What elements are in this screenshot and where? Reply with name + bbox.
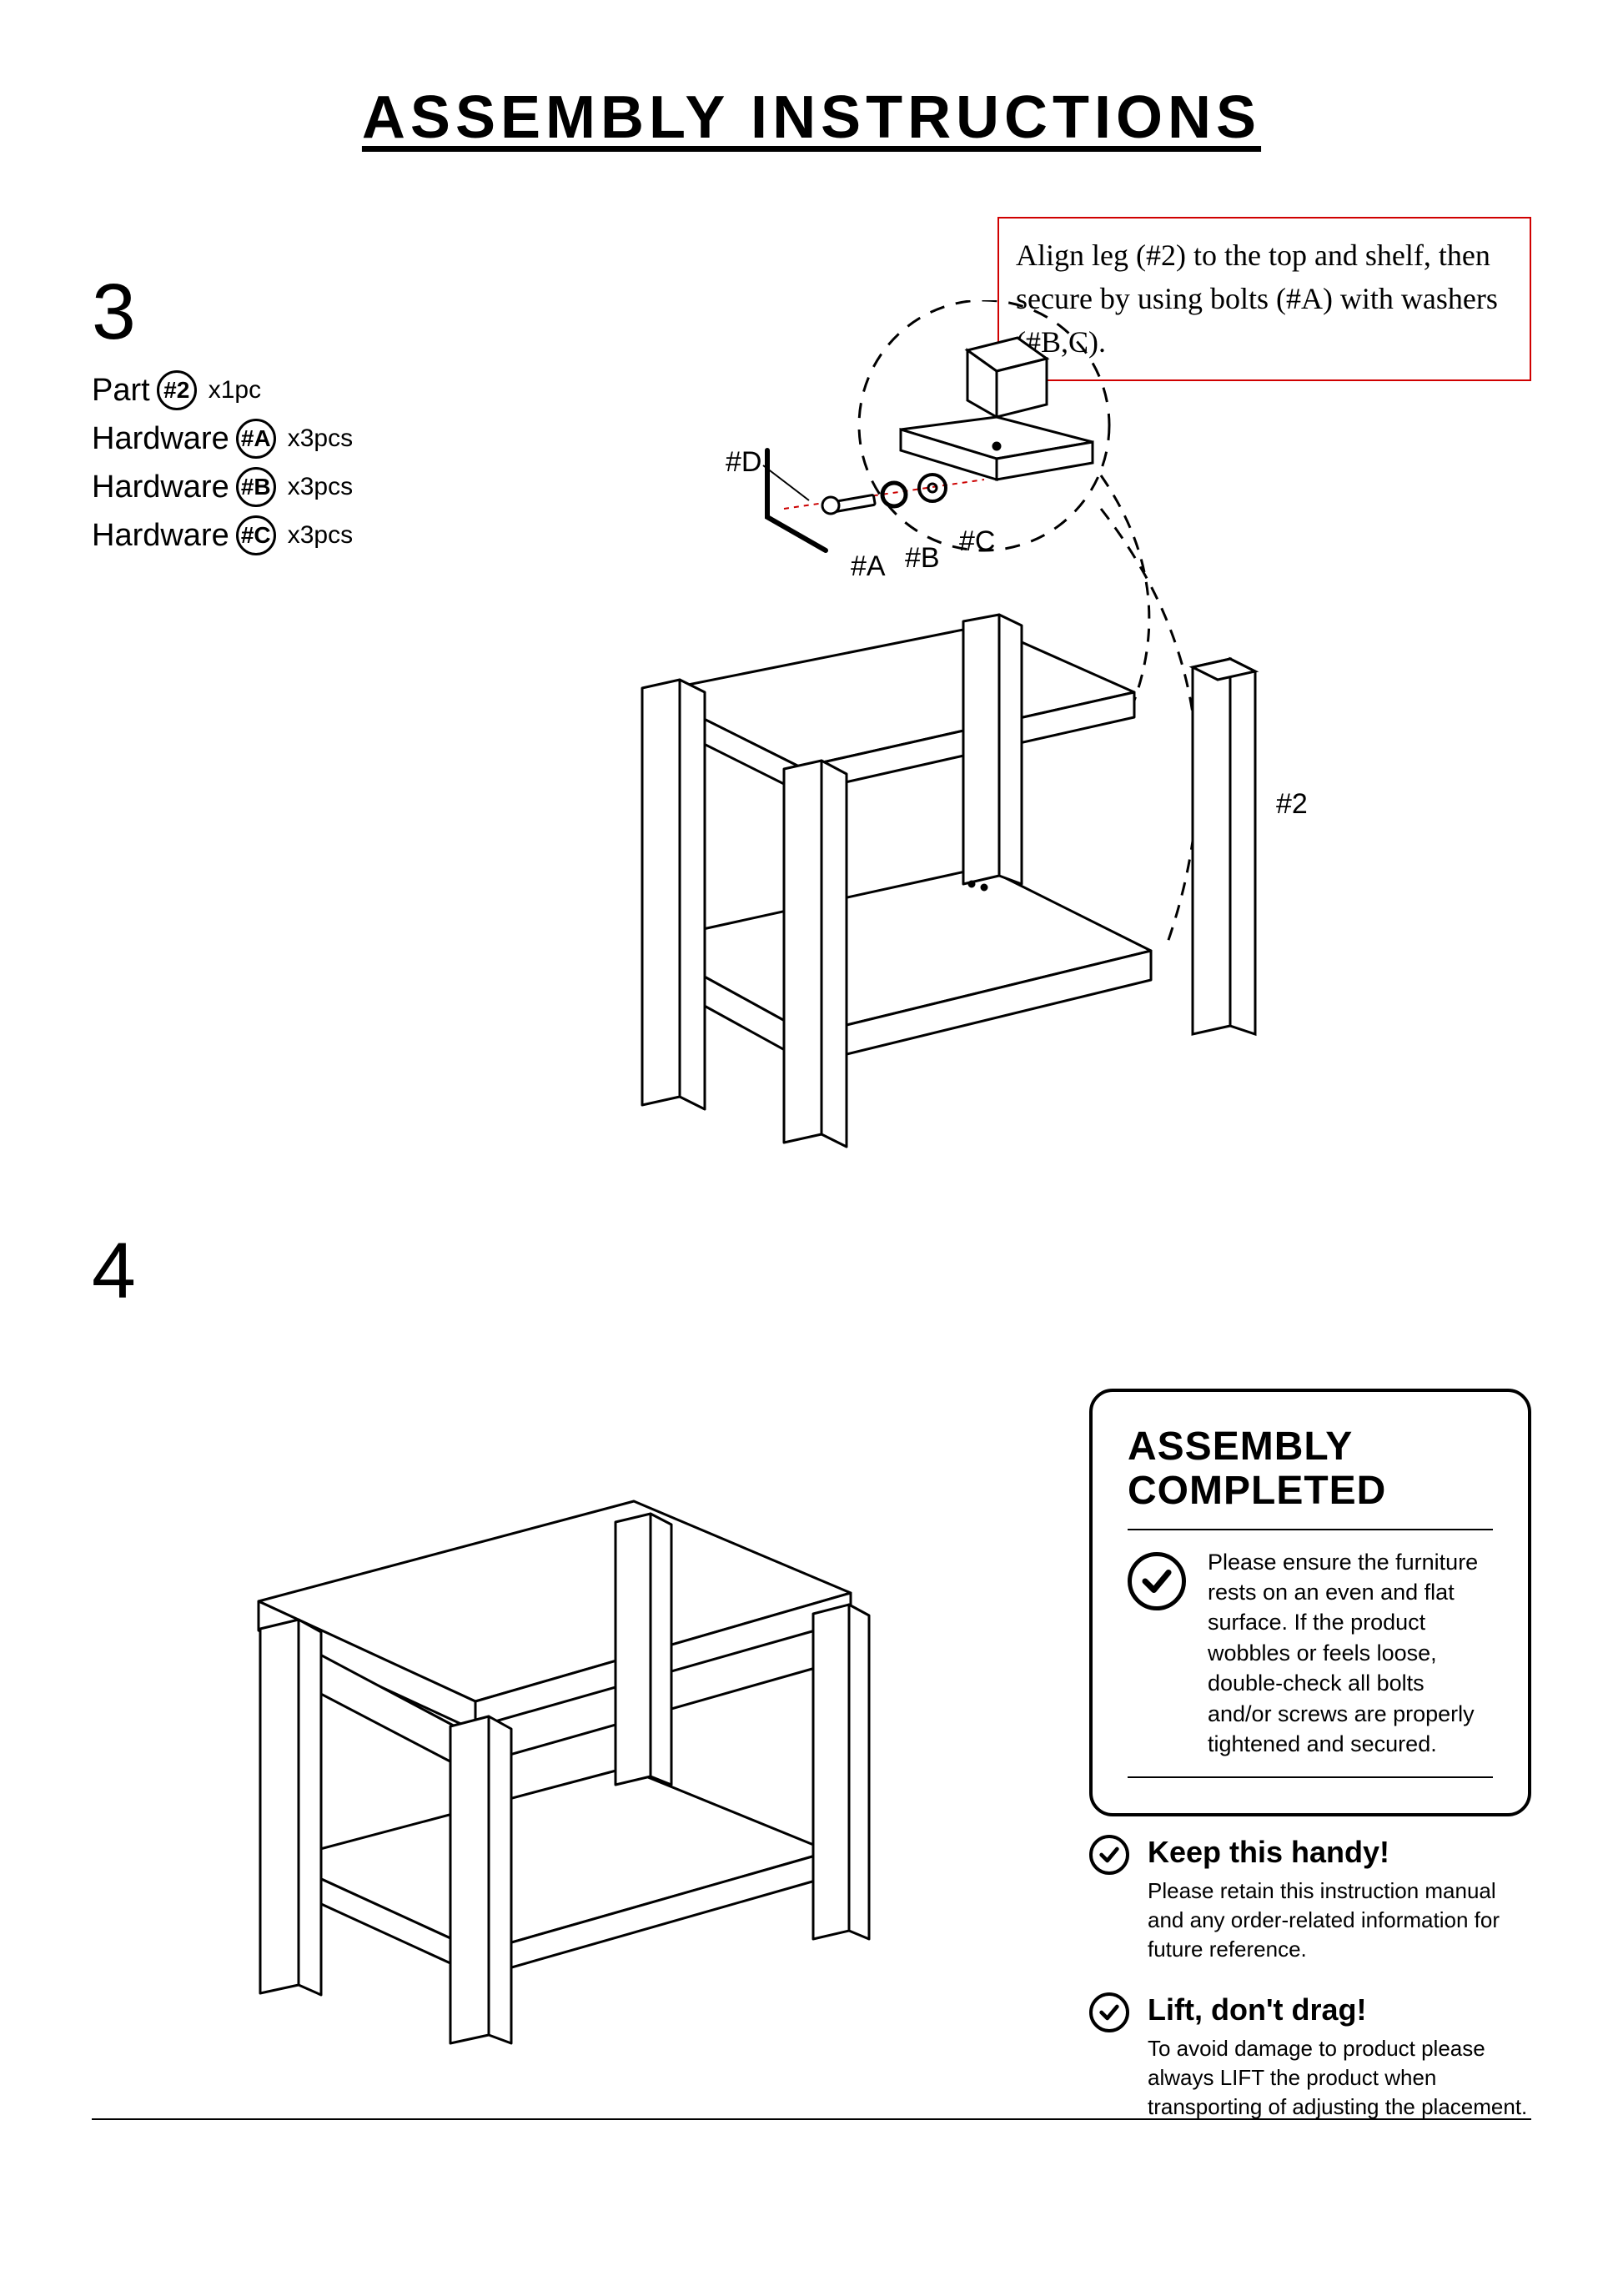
part-code-circle: #2: [157, 370, 197, 410]
tip-item: Lift, don't drag! To avoid damage to pro…: [1089, 1992, 1531, 2122]
part-qty: x3pcs: [288, 466, 353, 508]
bottom-rule: [92, 2118, 1531, 2120]
hw-label-b: #B: [905, 542, 940, 575]
tip-item: Keep this handy! Please retain this inst…: [1089, 1835, 1531, 1964]
assembly-completed-box: ASSEMBLY COMPLETED Please ensure the fur…: [1089, 1389, 1531, 1816]
hw-label-leg: #2: [1276, 788, 1308, 821]
part-row: Hardware #A x3pcs: [92, 414, 353, 463]
parts-list: Part #2 x1pc Hardware #A x3pcs Hardware …: [92, 366, 353, 560]
part-label: Hardware: [92, 461, 229, 514]
leader-line: [726, 450, 826, 517]
part-label: Hardware: [92, 510, 229, 562]
check-icon: [1128, 1552, 1186, 1610]
step-number-4: 4: [92, 1226, 136, 1317]
tip-text: Please retain this instruction manual an…: [1148, 1876, 1531, 1964]
tip-title: Lift, don't drag!: [1148, 1992, 1531, 2027]
part-code-circle: #C: [236, 515, 276, 555]
completed-text: Please ensure the furniture rests on an …: [1208, 1547, 1493, 1760]
part-code-circle: #B: [236, 467, 276, 507]
part-row: Part #2 x1pc: [92, 366, 353, 414]
part-row: Hardware #C x3pcs: [92, 511, 353, 560]
part-code-circle: #A: [236, 419, 276, 459]
step3-diagram: [517, 300, 1518, 1218]
part-qty: x1pc: [209, 369, 261, 411]
tips-section: Keep this handy! Please retain this inst…: [1089, 1835, 1531, 2151]
step4-diagram: [200, 1468, 951, 2052]
tip-title: Keep this handy!: [1148, 1835, 1531, 1870]
completed-heading: ASSEMBLY COMPLETED: [1128, 1425, 1493, 1514]
part-qty: x3pcs: [288, 515, 353, 556]
check-icon: [1089, 1992, 1129, 2032]
part-qty: x3pcs: [288, 418, 353, 460]
hw-label-a: #A: [851, 550, 886, 583]
check-icon: [1089, 1835, 1129, 1875]
part-label: Hardware: [92, 413, 229, 465]
part-label: Part: [92, 364, 150, 417]
step-number-3: 3: [92, 267, 353, 358]
page-title: ASSEMBLY INSTRUCTIONS: [92, 83, 1531, 152]
part-row: Hardware #B x3pcs: [92, 463, 353, 511]
hw-label-c: #C: [959, 525, 995, 558]
tip-text: To avoid damage to product please always…: [1148, 2034, 1531, 2122]
